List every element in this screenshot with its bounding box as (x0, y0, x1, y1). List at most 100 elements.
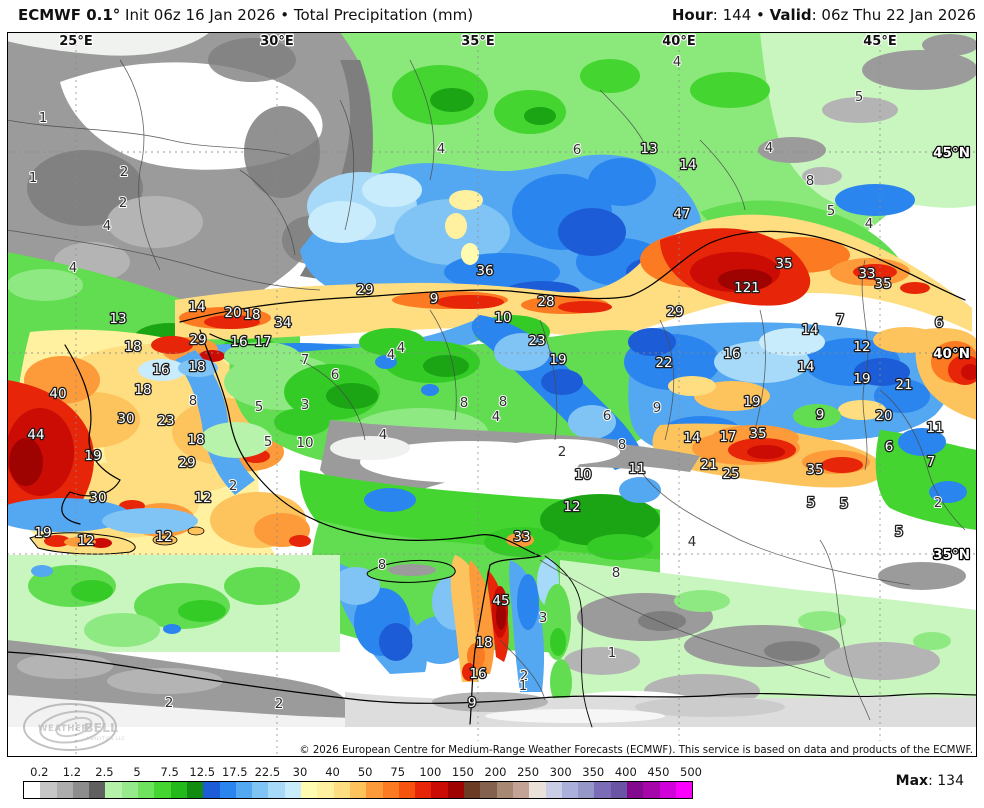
longitude-labels: 25°E 30°E 35°E 40°E 45°E (58, 33, 898, 50)
map-canvas: WEATHER BELL ANALYTICS LLC © 2026 Europe… (7, 32, 977, 757)
precip-value-label: 8 (499, 394, 508, 410)
precip-value-label: 18 (243, 307, 260, 323)
precip-value-label: 21 (700, 457, 717, 473)
latitude-label: 40°N (933, 346, 970, 362)
precip-value-label: 9 (468, 695, 477, 711)
precip-value-label: 4 (688, 534, 697, 550)
precip-value-label: 17 (254, 334, 271, 350)
precip-value-label: 14 (188, 299, 205, 315)
latitude-label: 45°N (933, 145, 970, 161)
latitude-labels: 45°N 40°N 35°N (932, 144, 971, 565)
legend-tick: 500 (680, 765, 702, 779)
model-init-variable: Init 06z 16 Jan 2026 • Total Precipitati… (120, 6, 474, 24)
precip-value-label: 29 (666, 304, 683, 320)
max-value-readout: Max: 134 (896, 773, 964, 789)
precipitation-map: WEATHER BELL ANALYTICS LLC © 2026 Europe… (7, 32, 977, 757)
precip-value-label: 2 (229, 478, 238, 494)
precip-value-label: 9 (653, 400, 662, 416)
watermark-bell-text: BELL (84, 720, 118, 735)
precip-value-label: 8 (378, 557, 387, 573)
precip-value-label: 19 (853, 371, 870, 387)
legend-color-cell (610, 782, 627, 798)
precip-value-label: 5 (840, 496, 849, 512)
model-name: ECMWF 0.1° (18, 6, 121, 24)
precip-value-label: 4 (397, 340, 406, 356)
precip-value-label: 14 (797, 359, 814, 375)
legend-color-cell (382, 782, 399, 798)
legend-tick: 300 (549, 765, 572, 779)
precip-value-label: 35 (874, 276, 891, 292)
legend-tick: 7.5 (160, 765, 179, 779)
legend-color-cell (496, 782, 513, 798)
precip-value-label: 6 (603, 408, 612, 424)
hour-label: Hour (671, 6, 713, 24)
precip-value-label: 7 (836, 312, 845, 328)
legend-color-cell (431, 782, 448, 798)
legend-color-bar (23, 781, 693, 799)
precip-value-label: 29 (178, 455, 195, 471)
precip-value-label: 45 (492, 593, 509, 609)
precip-value-label: 10 (296, 435, 313, 451)
precip-value-label: 5 (255, 399, 264, 415)
precip-value-label: 36 (476, 263, 493, 279)
precip-value-label: 13 (109, 311, 126, 327)
precip-value-label: 3 (301, 397, 310, 413)
legend-color-cell (659, 782, 676, 798)
precip-value-label: 35 (775, 256, 792, 272)
legend-color-cell (578, 782, 595, 798)
precip-value-label: 44 (27, 427, 44, 443)
precip-value-label: 35 (806, 462, 823, 478)
precip-value-label: 4 (103, 218, 112, 234)
precip-value-label: 14 (679, 157, 696, 173)
precip-value-label: 20 (875, 408, 892, 424)
legend-color-cell (594, 782, 611, 798)
precip-value-label: 19 (34, 525, 51, 541)
legend-color-cell (268, 782, 285, 798)
legend-tick: 2.5 (95, 765, 114, 779)
legend-color-cell (284, 782, 302, 798)
legend-tick: 250 (517, 765, 540, 779)
precip-value-label: 17 (719, 429, 736, 445)
precip-value-label: 4 (765, 140, 774, 156)
precip-value-label: 5 (807, 495, 816, 511)
legend-color-cell (219, 782, 236, 798)
precip-value-label: 16 (469, 666, 486, 682)
precip-value-label: 16 (152, 362, 169, 378)
precip-value-label: 4 (673, 54, 682, 70)
valid-time: Hour: 144 • Valid: 06z Thu 22 Jan 2026 (672, 6, 976, 24)
precip-value-label: 5 (895, 524, 904, 540)
watermark-analytics-text: ANALYTICS LLC (86, 736, 125, 742)
precip-value-label: 20 (224, 305, 241, 321)
max-label: Max (895, 773, 929, 789)
legend-color-cell (464, 782, 481, 798)
legend-color-cell (186, 782, 204, 798)
precip-value-label: 8 (618, 437, 627, 453)
legend-tick: 50 (357, 765, 373, 779)
legend-color-cell (40, 782, 57, 798)
copyright-strip: © 2026 European Centre for Medium-Range … (299, 741, 977, 757)
precip-value-label: 33 (513, 529, 530, 545)
precip-value-label: 121 (734, 280, 760, 296)
valid-value: : 06z Thu 22 Jan 2026 (811, 6, 976, 24)
precip-value-label: 11 (926, 420, 943, 436)
precip-value-label: 2 (520, 668, 529, 684)
precip-value-label: 30 (117, 411, 134, 427)
graticule (7, 32, 977, 757)
legend-color-cell (235, 782, 253, 798)
legend-color-cell (203, 782, 220, 798)
precip-value-label: 19 (743, 394, 760, 410)
legend-color-cell (366, 782, 383, 798)
header-bar: ECMWF 0.1° Init 06z 16 Jan 2026 • Total … (0, 0, 984, 31)
precip-value-label: 5 (827, 203, 836, 219)
legend-color-cell (447, 782, 465, 798)
map-title: ECMWF 0.1° Init 06z 16 Jan 2026 • Total … (18, 6, 473, 24)
legend-tick: 450 (647, 765, 670, 779)
precip-value-label: 18 (187, 432, 204, 448)
max-colon: : (928, 773, 938, 789)
legend-tick: 22.5 (254, 765, 281, 779)
precip-value-label: 18 (134, 382, 151, 398)
legend-tick: 150 (451, 765, 474, 779)
precip-value-label: 19 (549, 352, 566, 368)
precip-value-label: 23 (528, 333, 545, 349)
precip-value-label: 29 (356, 282, 373, 298)
